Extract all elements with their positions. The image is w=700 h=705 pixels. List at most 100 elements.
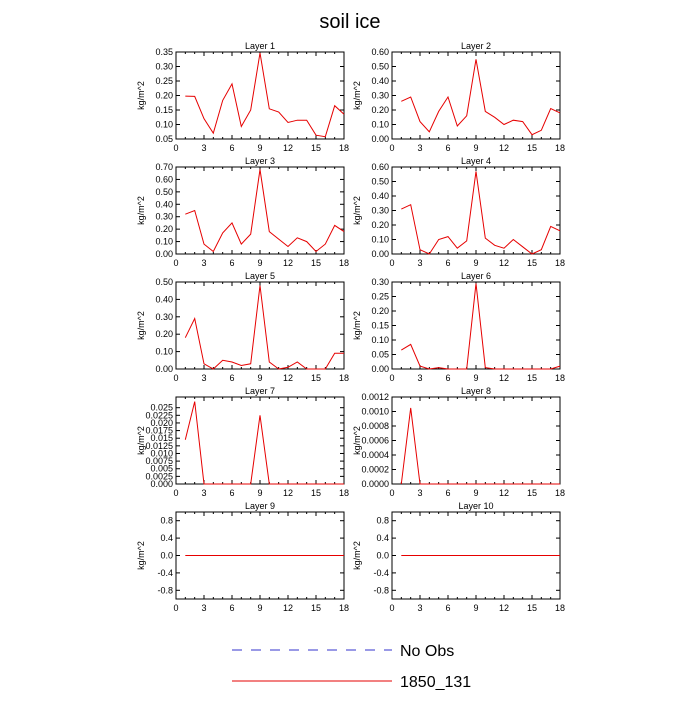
x-tick-label: 12: [499, 373, 509, 383]
x-tick-label: 12: [499, 603, 509, 613]
panel-layer-5: Layer 5 kg/m^2 0 3 6 9 12 15 18 0.00 0.10 0.20 0.30 0…: [136, 271, 349, 383]
y-tick-label: 0.025: [150, 403, 173, 413]
y-tick-label: 0.30: [155, 62, 173, 72]
x-tick-label: 12: [283, 603, 293, 613]
y-tick-label: 0.40: [155, 294, 173, 304]
x-tick-label: 15: [527, 373, 537, 383]
y-tick-label: 0.0: [376, 551, 389, 561]
y-tick-label: 0.10: [155, 347, 173, 357]
x-tick-label: 15: [311, 143, 321, 153]
x-tick-label: 9: [257, 373, 262, 383]
x-tick-label: 15: [311, 488, 321, 498]
x-tick-label: 9: [473, 488, 478, 498]
main-title: soil ice: [319, 11, 380, 33]
x-tick-label: 3: [417, 488, 422, 498]
y-tick-label: 0.50: [155, 277, 173, 287]
panel-layer-8: Layer 8 kg/m^2 0 3 6 9 12 15 18 0.0000 0.0002 0.000…: [352, 386, 565, 498]
x-tick-label: 3: [201, 143, 206, 153]
x-tick-label: 9: [473, 143, 478, 153]
x-tick-label: 0: [173, 258, 178, 268]
x-tick-label: 0: [389, 488, 394, 498]
x-tick-label: 3: [201, 603, 206, 613]
y-tick-label: 0.20: [155, 329, 173, 339]
y-tick-label: 0.0125: [145, 441, 173, 451]
x-tick-label: 6: [445, 603, 450, 613]
y-tick-label: 0.005: [150, 464, 173, 474]
plot-frame: [175, 166, 345, 255]
y-tick-label: 0.40: [371, 76, 389, 86]
panel-title: Layer 2: [461, 41, 491, 51]
y-tick-label: 0.30: [155, 212, 173, 222]
x-tick-label: 3: [201, 373, 206, 383]
y-tick-label: 0.0008: [361, 421, 389, 431]
x-tick-label: 18: [555, 603, 565, 613]
y-tick-label: 0.0002: [361, 465, 389, 475]
x-tick-label: 0: [173, 603, 178, 613]
y-axis-label: kg/m^2: [136, 311, 146, 340]
y-tick-label: 0.25: [155, 76, 173, 86]
plot-frame: [391, 396, 561, 485]
y-tick-label: 0.020: [150, 418, 173, 428]
y-tick-label: -0.8: [157, 585, 173, 595]
x-tick-label: 0: [389, 373, 394, 383]
panel-title: Layer 8: [461, 386, 491, 396]
x-tick-label: 9: [257, 603, 262, 613]
series-line-1850-131: [401, 59, 561, 136]
y-tick-label: 0.0: [160, 551, 173, 561]
y-tick-label: 0.35: [155, 47, 173, 57]
y-axis-label: kg/m^2: [352, 541, 362, 570]
plot-frame: [175, 281, 345, 370]
panel-title: Layer 1: [245, 41, 275, 51]
x-tick-label: 3: [201, 258, 206, 268]
series-line-1850-131: [401, 171, 561, 255]
y-axis-label: kg/m^2: [136, 81, 146, 110]
x-tick-label: 3: [201, 488, 206, 498]
y-tick-label: 0.00: [371, 364, 389, 374]
y-tick-label: 0.4: [160, 533, 173, 543]
x-tick-label: 6: [445, 143, 450, 153]
x-tick-label: 9: [473, 373, 478, 383]
panel-layer-9: Layer 9 kg/m^2 0 3 6 9 12 15 18 -0.8 -0.4 0.0 0.4 0.8: [136, 501, 349, 613]
x-tick-label: 18: [555, 488, 565, 498]
y-axis-label: kg/m^2: [352, 81, 362, 110]
y-tick-label: 0.00: [155, 249, 173, 259]
y-tick-label: 0.000: [150, 479, 173, 489]
x-tick-label: 6: [445, 373, 450, 383]
y-tick-label: 0.40: [155, 199, 173, 209]
x-tick-label: 9: [257, 143, 262, 153]
x-tick-label: 0: [389, 258, 394, 268]
y-tick-label: 0.25: [371, 292, 389, 302]
y-axis-label: kg/m^2: [136, 196, 146, 225]
y-tick-label: 0.010: [150, 448, 173, 458]
y-tick-label: 0.05: [155, 134, 173, 144]
y-tick-label: 0.0075: [145, 456, 173, 466]
y-tick-label: 0.20: [155, 91, 173, 101]
plot-frame: [391, 166, 561, 255]
y-tick-label: 0.8: [376, 516, 389, 526]
plot-frame: [175, 51, 345, 140]
x-tick-label: 6: [445, 258, 450, 268]
x-tick-label: 15: [311, 603, 321, 613]
y-tick-label: 0.20: [371, 220, 389, 230]
x-tick-label: 18: [555, 258, 565, 268]
series-line-1850-131: [184, 285, 344, 370]
y-tick-label: 0.10: [155, 237, 173, 247]
y-axis-label: kg/m^2: [352, 311, 362, 340]
legend-label-no-obs: No Obs: [400, 643, 454, 660]
y-tick-label: 0.05: [371, 350, 389, 360]
x-tick-label: 0: [173, 143, 178, 153]
y-tick-label: 0.0225: [145, 410, 173, 420]
x-tick-label: 12: [283, 373, 293, 383]
x-tick-label: 9: [257, 488, 262, 498]
x-tick-label: 12: [499, 143, 509, 153]
x-tick-label: 15: [527, 603, 537, 613]
y-tick-label: 0.00: [371, 249, 389, 259]
panel-layer-4: Layer 4 kg/m^2 0 3 6 9 12 15 18 0.00 0.10 0.20 0.30 0…: [352, 156, 565, 268]
x-tick-label: 18: [339, 258, 349, 268]
y-tick-label: 0.15: [155, 105, 173, 115]
y-tick-label: 0.20: [371, 306, 389, 316]
x-tick-label: 3: [417, 373, 422, 383]
y-tick-label: 0.30: [371, 206, 389, 216]
y-tick-label: 0.50: [371, 62, 389, 72]
